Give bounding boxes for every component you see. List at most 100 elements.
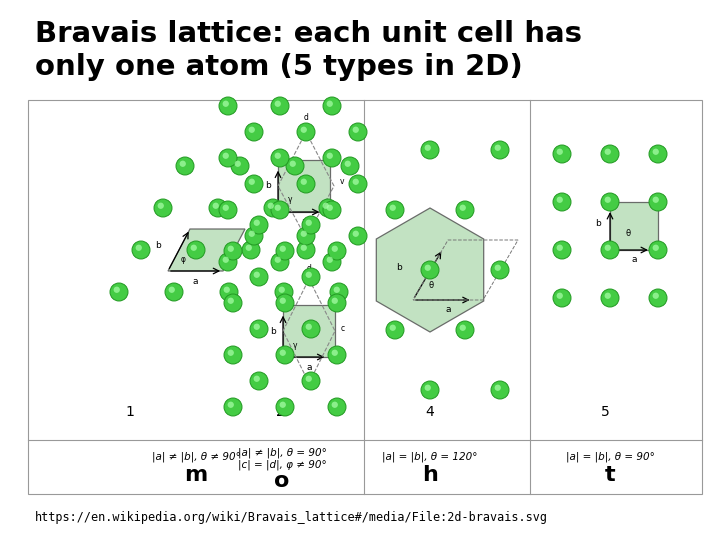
Circle shape bbox=[301, 179, 307, 185]
Circle shape bbox=[235, 160, 241, 167]
Text: |c| = |d|, φ ≠ 90°: |c| = |d|, φ ≠ 90° bbox=[238, 460, 326, 470]
Circle shape bbox=[459, 205, 466, 211]
Circle shape bbox=[333, 287, 340, 293]
Circle shape bbox=[495, 384, 501, 391]
Circle shape bbox=[553, 289, 571, 307]
Circle shape bbox=[491, 381, 509, 399]
Circle shape bbox=[297, 175, 315, 193]
Circle shape bbox=[332, 246, 338, 252]
Circle shape bbox=[323, 201, 341, 219]
Text: |a| ≠ |b|, θ ≠ 90°: |a| ≠ |b|, θ ≠ 90° bbox=[152, 452, 240, 462]
Text: θ: θ bbox=[428, 281, 433, 290]
Circle shape bbox=[421, 381, 439, 399]
Circle shape bbox=[557, 148, 563, 155]
Text: a: a bbox=[301, 218, 307, 226]
Circle shape bbox=[271, 201, 289, 219]
Text: 3: 3 bbox=[281, 405, 289, 419]
Circle shape bbox=[219, 253, 237, 271]
Text: b: b bbox=[396, 263, 402, 272]
Circle shape bbox=[456, 201, 474, 219]
Circle shape bbox=[605, 245, 611, 251]
Circle shape bbox=[219, 201, 237, 219]
Text: θ: θ bbox=[626, 229, 631, 238]
Circle shape bbox=[605, 197, 611, 203]
Circle shape bbox=[228, 349, 234, 356]
Circle shape bbox=[289, 160, 296, 167]
Text: c: c bbox=[341, 324, 345, 333]
Circle shape bbox=[652, 148, 659, 155]
Circle shape bbox=[341, 157, 359, 175]
Circle shape bbox=[114, 287, 120, 293]
Circle shape bbox=[154, 199, 172, 217]
Circle shape bbox=[222, 153, 229, 159]
Circle shape bbox=[349, 227, 367, 245]
Circle shape bbox=[250, 216, 268, 234]
Polygon shape bbox=[168, 229, 245, 271]
Circle shape bbox=[328, 346, 346, 364]
Circle shape bbox=[553, 145, 571, 163]
Circle shape bbox=[649, 289, 667, 307]
Text: Bravais lattice: each unit cell has: Bravais lattice: each unit cell has bbox=[35, 20, 582, 48]
Circle shape bbox=[302, 320, 320, 338]
Text: γ: γ bbox=[293, 341, 297, 349]
Circle shape bbox=[253, 376, 260, 382]
Circle shape bbox=[297, 123, 315, 141]
Circle shape bbox=[327, 153, 333, 159]
Text: m: m bbox=[184, 465, 207, 485]
Circle shape bbox=[330, 283, 348, 301]
Circle shape bbox=[219, 149, 237, 167]
Circle shape bbox=[228, 402, 234, 408]
Circle shape bbox=[601, 241, 619, 259]
Circle shape bbox=[302, 372, 320, 390]
Circle shape bbox=[386, 201, 404, 219]
Circle shape bbox=[250, 320, 268, 338]
Text: |a| = |b|, θ = 90°: |a| = |b|, θ = 90° bbox=[566, 452, 654, 462]
Circle shape bbox=[274, 100, 281, 107]
Circle shape bbox=[491, 261, 509, 279]
Circle shape bbox=[328, 242, 346, 260]
Circle shape bbox=[421, 261, 439, 279]
Circle shape bbox=[274, 256, 281, 263]
Circle shape bbox=[456, 321, 474, 339]
Circle shape bbox=[245, 227, 263, 245]
Circle shape bbox=[187, 241, 205, 259]
Circle shape bbox=[220, 283, 238, 301]
Circle shape bbox=[224, 287, 230, 293]
Circle shape bbox=[212, 202, 219, 209]
Circle shape bbox=[250, 268, 268, 286]
Polygon shape bbox=[278, 160, 330, 212]
Circle shape bbox=[557, 293, 563, 299]
Circle shape bbox=[353, 231, 359, 237]
Text: b: b bbox=[270, 327, 276, 335]
Circle shape bbox=[557, 197, 563, 203]
Circle shape bbox=[605, 148, 611, 155]
Bar bbox=[28, 100, 702, 494]
Circle shape bbox=[327, 205, 333, 211]
Polygon shape bbox=[377, 208, 484, 332]
Circle shape bbox=[297, 241, 315, 259]
Circle shape bbox=[553, 241, 571, 259]
Circle shape bbox=[274, 153, 281, 159]
Circle shape bbox=[253, 323, 260, 330]
Circle shape bbox=[191, 245, 197, 251]
Circle shape bbox=[425, 384, 431, 391]
Text: b: b bbox=[265, 181, 271, 191]
Circle shape bbox=[601, 145, 619, 163]
Circle shape bbox=[271, 253, 289, 271]
Text: only one atom (5 types in 2D): only one atom (5 types in 2D) bbox=[35, 53, 523, 81]
Circle shape bbox=[302, 216, 320, 234]
Circle shape bbox=[264, 199, 282, 217]
Text: γ: γ bbox=[288, 195, 292, 205]
Circle shape bbox=[248, 231, 255, 237]
Text: |a| = |b|, θ = 120°: |a| = |b|, θ = 120° bbox=[382, 452, 478, 462]
Circle shape bbox=[332, 349, 338, 356]
Circle shape bbox=[179, 160, 186, 167]
Circle shape bbox=[386, 321, 404, 339]
Circle shape bbox=[305, 376, 312, 382]
Circle shape bbox=[279, 287, 285, 293]
Circle shape bbox=[276, 294, 294, 312]
Circle shape bbox=[495, 265, 501, 271]
Circle shape bbox=[323, 97, 341, 115]
Circle shape bbox=[345, 160, 351, 167]
Circle shape bbox=[135, 245, 142, 251]
